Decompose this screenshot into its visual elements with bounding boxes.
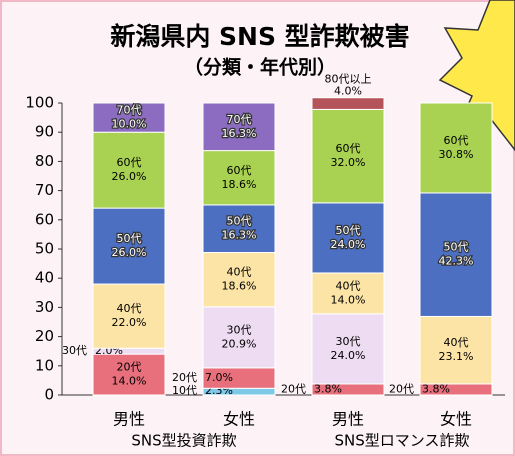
bar-segment bbox=[312, 98, 384, 110]
segment-name: 20代 bbox=[117, 361, 142, 374]
segment-name: 30代 bbox=[62, 344, 87, 357]
x-tick-label: 男性 bbox=[332, 410, 364, 429]
segment-name: 40代 bbox=[336, 279, 361, 292]
segment-value: 26.0% bbox=[112, 246, 147, 259]
group-label: SNS型ロマンス詐欺 bbox=[335, 432, 470, 450]
segment-name: 60代 bbox=[117, 156, 142, 169]
chart: 新潟県内 SNS 型詐欺被害 （分類・年代別） 0 10 20 30 40 50 60 70 8… bbox=[0, 0, 515, 456]
y-tick-label: 50 bbox=[35, 240, 54, 258]
segment-name: 60代 bbox=[444, 134, 469, 147]
y-tick-label: 30 bbox=[35, 298, 54, 316]
segment-name: 50代 bbox=[444, 241, 469, 254]
segment-value: 7.0% bbox=[205, 371, 233, 384]
segment-name: 50代 bbox=[117, 232, 142, 245]
y-tick-label: 60 bbox=[35, 210, 54, 228]
segment-value: 4.0% bbox=[334, 85, 362, 98]
segment-value: 14.0% bbox=[331, 293, 366, 306]
segment-name: 70代 bbox=[117, 104, 142, 117]
y-tick-label: 70 bbox=[35, 181, 54, 199]
group-label: SNS型投資詐欺 bbox=[131, 432, 236, 450]
segment-value: 16.3% bbox=[222, 127, 257, 140]
x-tick-label: 女性 bbox=[440, 410, 472, 429]
segment-value: 23.1% bbox=[439, 350, 474, 363]
y-tick-label: 90 bbox=[35, 123, 54, 141]
segment-value: 24.0% bbox=[331, 238, 366, 251]
y-tick-label: 0 bbox=[44, 386, 54, 404]
segment-name: 30代 bbox=[336, 335, 361, 348]
segment-name: 50代 bbox=[227, 215, 252, 228]
segment-name: 40代 bbox=[227, 266, 252, 279]
chart-subtitle: （分類・年代別） bbox=[184, 56, 336, 79]
segment-value: 14.0% bbox=[112, 375, 147, 388]
segment-value: 10.0% bbox=[112, 118, 147, 131]
segment-value: 16.3% bbox=[222, 229, 257, 242]
x-tick-label: 女性 bbox=[223, 410, 255, 429]
segment-name: 50代 bbox=[336, 224, 361, 237]
segment-name: 20代 bbox=[281, 382, 306, 395]
segment-value: 22.0% bbox=[112, 316, 147, 329]
segment-name: 10代 bbox=[172, 384, 197, 397]
segment-value: 32.0% bbox=[331, 156, 366, 169]
x-tick-label: 男性 bbox=[113, 410, 145, 429]
segment-name: 70代 bbox=[227, 113, 252, 126]
y-tick-label: 100 bbox=[25, 94, 54, 112]
segment-value: 18.6% bbox=[222, 178, 257, 191]
segment-name: 20代 bbox=[172, 371, 197, 384]
y-tick-label: 40 bbox=[35, 269, 54, 287]
y-tick-label: 10 bbox=[35, 356, 54, 374]
segment-value: 30.8% bbox=[439, 148, 474, 161]
segment-value: 42.3% bbox=[439, 255, 474, 268]
segment-value: 24.0% bbox=[331, 349, 366, 362]
chart-title: 新潟県内 SNS 型詐欺被害 bbox=[110, 22, 409, 51]
segment-name: 40代 bbox=[444, 336, 469, 349]
segment-name: 40代 bbox=[117, 302, 142, 315]
segment-value: 20.9% bbox=[222, 337, 257, 350]
segment-value: 26.0% bbox=[112, 170, 147, 183]
segment-value: 18.6% bbox=[222, 280, 257, 293]
y-tick-label: 20 bbox=[35, 327, 54, 345]
segment-name: 60代 bbox=[336, 142, 361, 155]
segment-name: 60代 bbox=[227, 164, 252, 177]
segment-name: 20代 bbox=[389, 382, 414, 395]
y-tick-label: 80 bbox=[35, 152, 54, 170]
segment-name: 30代 bbox=[227, 323, 252, 336]
